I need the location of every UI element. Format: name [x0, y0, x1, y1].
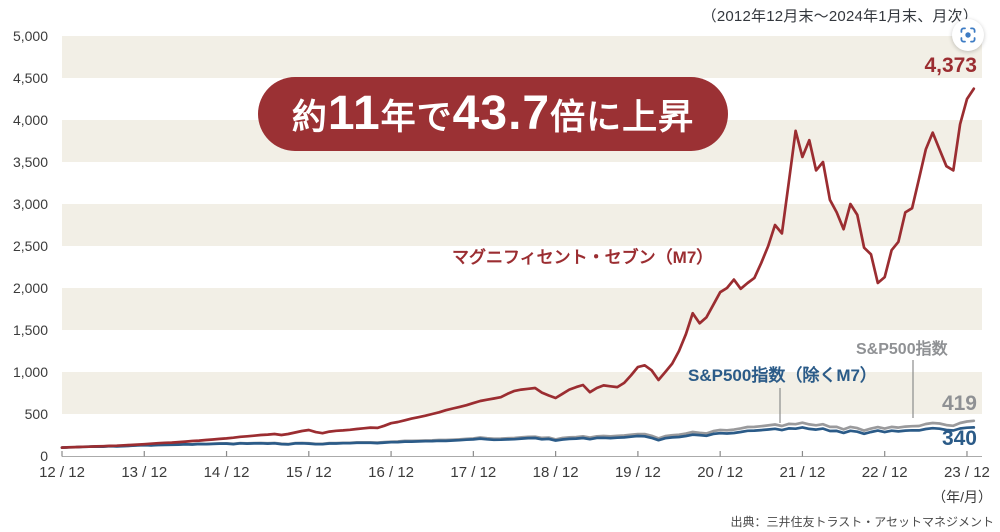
y-axis-tick-label: 2,500: [12, 238, 48, 254]
x-axis-tick-label: 13 / 12: [121, 464, 168, 481]
y-axis-tick-label: 4,500: [12, 70, 48, 86]
m7-series-label: マグニフィセント・セブン（M7）: [452, 248, 714, 267]
background-band: [62, 36, 982, 78]
background-band: [62, 372, 982, 414]
x-axis-unit-label: （年/月）: [932, 489, 992, 505]
lens-scan-icon: [960, 27, 976, 43]
y-axis-tick-label: 1,000: [12, 364, 48, 380]
y-axis-tick-label: 1,500: [12, 322, 48, 338]
m7-line: [60, 87, 976, 449]
x-axis-tick-label: 23 / 12: [944, 464, 990, 481]
x-axis-tick-label: 20 / 12: [697, 464, 744, 481]
y-axis-tick-label: 4,000: [12, 112, 48, 128]
x-axis-tick-label: 16 / 12: [368, 464, 415, 481]
sp500-end-value: 419: [941, 392, 977, 415]
m7-end-value: 4,373: [924, 54, 977, 77]
y-axis-tick-label: 3,000: [12, 196, 48, 212]
sp500-ex-m7-series-label: S&P500指数（除くM7）: [688, 366, 877, 385]
source-note: 出典：三井住友トラスト・アセットマネジメント: [730, 515, 994, 529]
y-axis-tick-label: 0: [40, 448, 48, 464]
y-axis-tick-label: 500: [24, 406, 48, 422]
sp500_ex_m7-line: [60, 426, 976, 449]
y-axis-tick-label: 5,000: [12, 28, 48, 44]
x-axis-tick-label: 19 / 12: [614, 464, 661, 481]
x-axis-tick-label: 15 / 12: [285, 464, 332, 481]
x-axis-tick-label: 18 / 12: [532, 464, 579, 481]
y-axis-tick-label: 2,000: [12, 280, 48, 296]
background-band: [62, 204, 982, 246]
x-axis-tick-label: 22 / 12: [861, 464, 908, 481]
background-band: [62, 288, 982, 330]
y-axis-tick-label: 3,500: [12, 154, 48, 170]
sp500-series-label: S&P500指数: [856, 341, 948, 358]
x-axis-tick-label: 21 / 12: [779, 464, 826, 481]
sp500-ex-m7-end-value: 340: [941, 427, 977, 450]
headline-pill: 約 11 年で 43.7 倍に上昇: [258, 77, 728, 151]
headline-text: 約 11 年で 43.7 倍に上昇: [291, 87, 695, 140]
x-axis-tick-label: 17 / 12: [450, 464, 497, 481]
x-axis-tick-label: 14 / 12: [203, 464, 250, 481]
lens-button[interactable]: [952, 19, 984, 51]
period-note: （2012年12月末～2024年1月末、月次）: [701, 8, 978, 25]
x-axis-tick-label: 12 / 12: [39, 464, 85, 481]
